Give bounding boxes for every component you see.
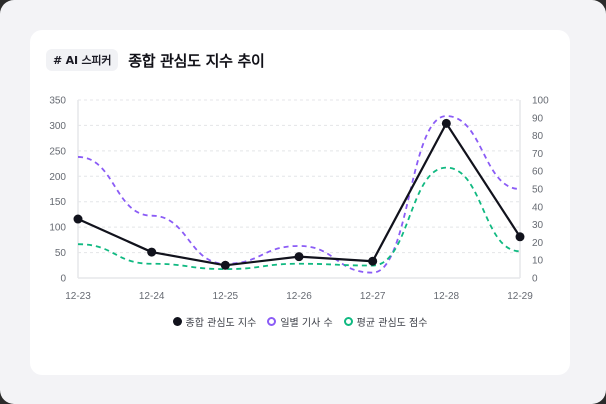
y-right-tick-label: 10 xyxy=(532,256,544,267)
y-right-tick-label: 40 xyxy=(532,202,544,213)
data-point xyxy=(368,256,378,266)
hollow-circle-icon xyxy=(267,317,277,326)
chart-card: # AI 스피커 종합 관심도 지수 추이 0 50 100 150 200 250 300… xyxy=(30,30,570,375)
x-tick-label: 12-29 xyxy=(507,291,533,302)
keyword-tag: # AI 스피커 xyxy=(46,49,119,71)
x-tick-label: 12-26 xyxy=(286,291,312,302)
data-point xyxy=(73,214,83,224)
y-right-tick-label: 100 xyxy=(532,96,549,107)
x-tick-label: 12-24 xyxy=(139,291,165,302)
y-left-tick-label: 200 xyxy=(49,172,66,183)
y-right-tick-label: 30 xyxy=(532,220,544,231)
y-right-tick-label: 90 xyxy=(532,113,544,124)
y-left-tick-label: 300 xyxy=(49,121,66,132)
y-left-tick-label: 250 xyxy=(49,146,66,157)
data-point xyxy=(220,260,230,270)
y-right-tick-label: 70 xyxy=(532,149,544,160)
y-right-tick-label: 0 xyxy=(532,274,538,285)
y-left-tick-label: 0 xyxy=(60,274,66,285)
y-right-tick-label: 20 xyxy=(532,238,544,249)
data-point xyxy=(294,252,304,262)
legend-item[interactable]: 일별 기사 수 xyxy=(267,314,333,329)
data-point xyxy=(515,232,525,242)
x-tick-label: 12-25 xyxy=(213,291,239,302)
legend-label: 일별 기사 수 xyxy=(280,318,333,329)
legend-label: 종합 관심도 지수 xyxy=(185,318,257,329)
legend-item[interactable]: 평균 관심도 점수 xyxy=(343,314,428,329)
chart-header: # AI 스피커 종합 관심도 지수 추이 xyxy=(46,49,265,71)
series-line xyxy=(77,115,521,274)
x-tick-label: 12-23 xyxy=(65,291,91,302)
filled-circle-icon xyxy=(172,317,182,326)
y-left-tick-label: 100 xyxy=(49,223,66,234)
y-left-tick-label: 350 xyxy=(49,96,66,107)
x-tick-label: 12-28 xyxy=(434,291,460,302)
legend-item[interactable]: 종합 관심도 지수 xyxy=(172,314,257,329)
y-right-tick-label: 60 xyxy=(532,167,544,178)
line-chart: 0 50 100 150 200 250 300 350 0 10 20 30 40 50 60 70 80 90… xyxy=(49,96,549,303)
y-right-tick-label: 80 xyxy=(532,131,544,142)
legend-label: 평균 관심도 점수 xyxy=(356,318,428,329)
y-left-tick-label: 50 xyxy=(55,248,67,259)
series-line xyxy=(77,166,521,270)
y-right-tick-label: 50 xyxy=(532,185,544,196)
data-point xyxy=(147,247,157,257)
chart-title: 종합 관심도 지수 추이 xyxy=(128,51,265,70)
data-point xyxy=(441,118,451,128)
series-line xyxy=(77,122,521,267)
x-tick-label: 12-27 xyxy=(360,291,386,302)
chart-legend: 종합 관심도 지수 일별 기사 수 평균 관심도 점수 xyxy=(30,314,570,329)
hollow-circle-icon xyxy=(343,317,353,326)
y-left-tick-label: 150 xyxy=(49,197,66,208)
